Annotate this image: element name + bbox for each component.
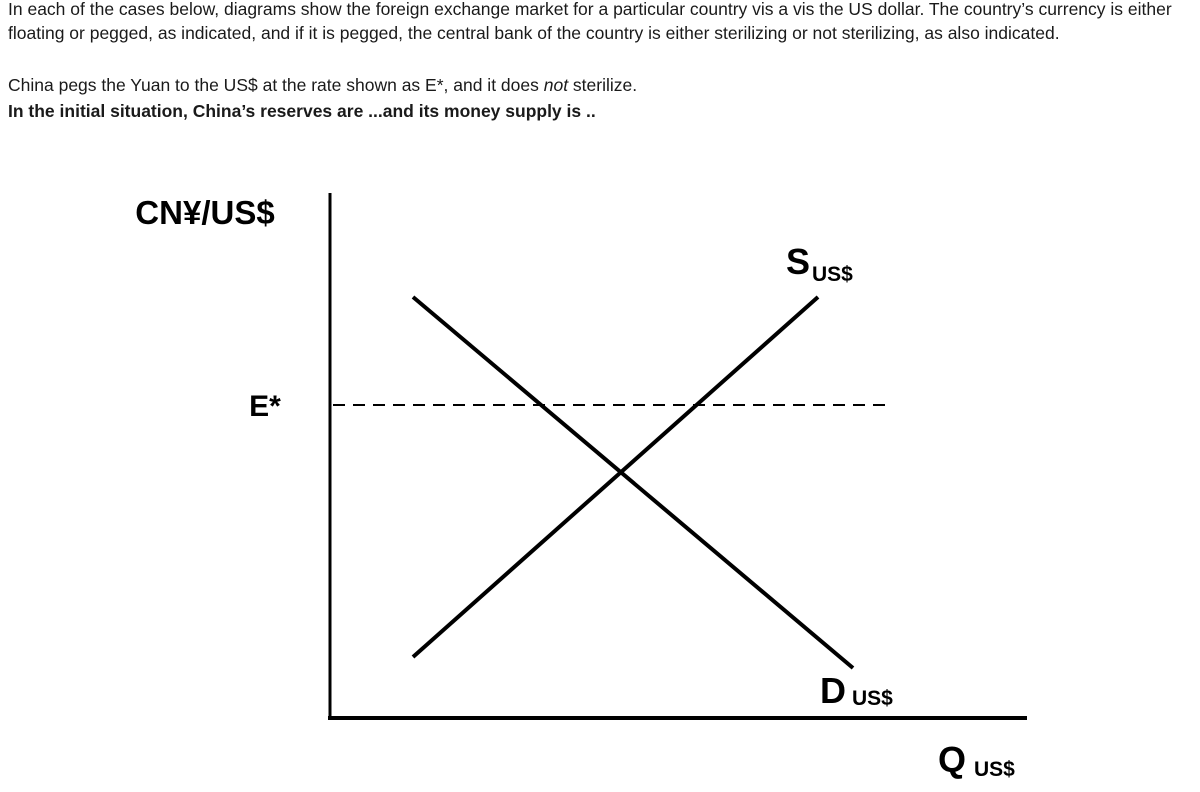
demand-letter: D: [820, 670, 846, 711]
case-emphasis: not: [543, 75, 569, 95]
supply-subscript: US$: [812, 263, 853, 286]
peg-label: E*: [249, 390, 281, 423]
x-axis-subscript: US$: [974, 758, 1015, 781]
demand-subscript: US$: [852, 687, 893, 710]
supply-curve: [411, 295, 820, 659]
demand-curve: [411, 295, 855, 670]
question: In the initial situation, China’s reserv…: [8, 101, 596, 121]
y-axis-label: CN¥/US$: [135, 194, 274, 231]
case-paragraph: China pegs the Yuan to the US$ at the ra…: [8, 73, 1193, 97]
case-text: China pegs the Yuan to the US$ at the ra…: [8, 75, 544, 95]
supply-letter: S: [786, 241, 810, 282]
x-axis-letter: Q: [938, 739, 966, 780]
case-text: sterilize.: [568, 75, 638, 95]
intro-paragraph: In each of the cases below, diagrams sho…: [8, 0, 1172, 43]
